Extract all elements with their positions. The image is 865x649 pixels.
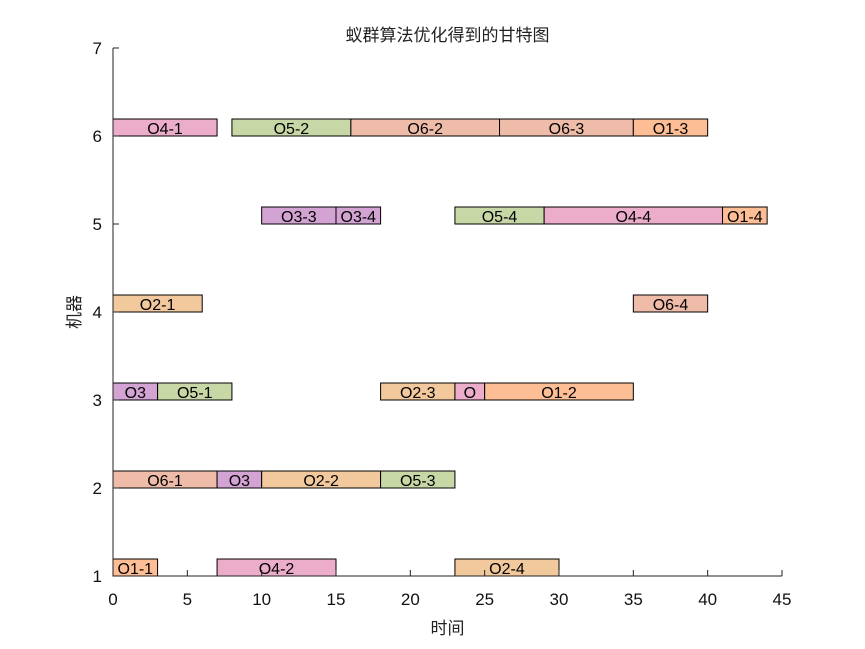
- task-bar: O3: [216, 470, 263, 490]
- task-bar-rect: [380, 470, 456, 489]
- task-bar-rect: [484, 382, 634, 401]
- task-bar-rect: [157, 382, 233, 401]
- task-bar-label: O2-4: [489, 561, 525, 578]
- task-bar-rect: [722, 206, 768, 225]
- task-bar-label: O3-3: [281, 209, 317, 226]
- x-tick-label: 20: [401, 590, 420, 609]
- y-tick-label: 5: [93, 215, 102, 234]
- x-tick-label: 45: [773, 590, 792, 609]
- task-bar: O3: [112, 382, 159, 402]
- task-bar: O5-1: [157, 382, 233, 402]
- x-axis-label: 时间: [431, 619, 465, 639]
- task-bar-label: O6-2: [407, 121, 443, 138]
- task-bar: O5-4: [454, 206, 545, 226]
- task-bar-label: O5-2: [274, 121, 310, 138]
- y-tick-label: 6: [93, 127, 102, 146]
- task-bar-label: O1-3: [653, 121, 689, 138]
- task-bar-label: O1-1: [118, 561, 154, 578]
- task-bar-label: O1-2: [541, 385, 577, 402]
- task-bar-label: O2-2: [303, 473, 339, 490]
- task-bar-rect: [335, 206, 382, 225]
- task-bar-label: O5-1: [177, 385, 213, 402]
- task-bar: O3-4: [335, 206, 382, 226]
- task-bar: O5-3: [380, 470, 456, 490]
- task-bar: O6-3: [499, 118, 634, 138]
- task-bar-label: O5-3: [400, 473, 436, 490]
- task-bar: O4-4: [543, 206, 724, 226]
- task-bar-label: O2-3: [400, 385, 436, 402]
- task-bar-label: O4-4: [616, 209, 652, 226]
- y-tick-label: 4: [93, 303, 102, 322]
- task-bar-label: O4-2: [259, 561, 295, 578]
- task-bar: O6-4: [632, 294, 709, 314]
- task-bar-label: O1-4: [727, 209, 763, 226]
- task-bar-label: O6-1: [147, 473, 183, 490]
- task-bar-label: O6-4: [653, 297, 689, 314]
- task-bar: O2-4: [454, 558, 560, 578]
- task-bar: O2-3: [380, 382, 456, 402]
- x-tick-label: 35: [624, 590, 643, 609]
- y-tick-label: 3: [93, 391, 102, 410]
- task-bar: O4-1: [112, 118, 218, 138]
- task-bars: O1-1 O4-2 O2-4 O6-1 O3 O2-2 O5-3 O3 O5-1 O2-3 O O1-…: [112, 118, 768, 578]
- y-tick-label: 7: [93, 39, 102, 58]
- task-bar-label: O2-1: [140, 297, 176, 314]
- task-bar: O1-2: [484, 382, 634, 402]
- task-bar: O2-1: [112, 294, 203, 314]
- task-bar-label: O6-3: [549, 121, 585, 138]
- x-tick-label: 25: [475, 590, 494, 609]
- y-tick-label: 1: [93, 567, 102, 586]
- task-bar-label: O: [464, 385, 476, 402]
- y-tick-label: 2: [93, 479, 102, 498]
- task-bar: O4-2: [216, 558, 337, 578]
- task-bar: O6-2: [350, 118, 501, 138]
- task-bar: O1-3: [632, 118, 709, 138]
- task-bar-label: O3-4: [341, 209, 377, 226]
- task-bar-rect: [632, 294, 709, 313]
- chart-title: 蚁群算法优化得到的甘特图: [346, 26, 550, 46]
- x-tick-label: 10: [252, 590, 271, 609]
- task-bar: O1-4: [722, 206, 768, 226]
- task-bar-rect: [632, 118, 709, 137]
- task-bar: O: [454, 382, 486, 402]
- x-tick-label: 30: [550, 590, 569, 609]
- x-tick-label: 0: [108, 590, 117, 609]
- y-axis-label: 机器: [65, 295, 85, 329]
- task-bar: O3-3: [261, 206, 337, 226]
- task-bar: O2-2: [261, 470, 382, 490]
- x-tick-label: 5: [183, 590, 192, 609]
- x-tick-label: 40: [698, 590, 717, 609]
- task-bar-label: O5-4: [482, 209, 518, 226]
- task-bar-label: O4-1: [147, 121, 183, 138]
- task-bar-label: O3: [125, 385, 146, 402]
- task-bar-label: O3: [229, 473, 250, 490]
- task-bar: O1-1: [112, 558, 159, 578]
- task-bar: O6-1: [112, 470, 218, 490]
- x-tick-label: 15: [327, 590, 346, 609]
- task-bar: O5-2: [231, 118, 352, 138]
